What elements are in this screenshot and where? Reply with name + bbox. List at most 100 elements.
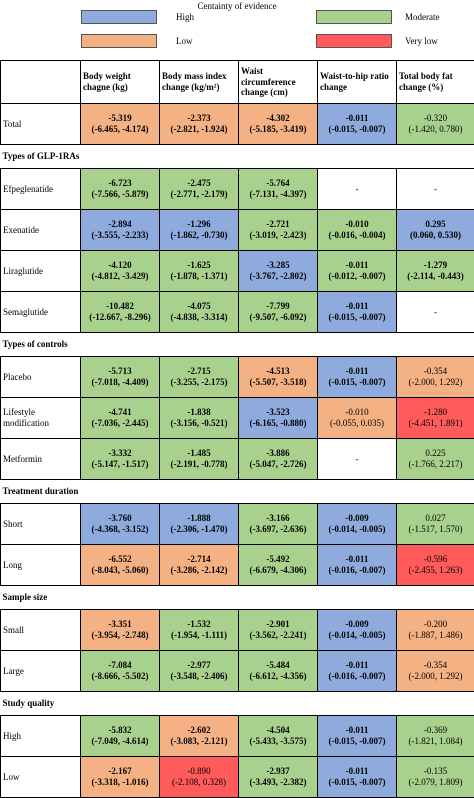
estimate-cell: -0.011(-0.015, -0.007) (318, 292, 397, 333)
point-estimate: -3.760 (81, 513, 159, 524)
estimate-cell: -4.120(-4.812, -3.429) (81, 251, 160, 292)
point-estimate: -3.285 (239, 260, 317, 271)
row-label: Small (1, 610, 81, 651)
confidence-interval: (-8.043, -5.060) (81, 565, 159, 576)
estimate-cell: -5.764(-7.131, -4.397) (239, 169, 318, 210)
estimate-cell: -3.332(-5.147, -1.517) (81, 439, 160, 480)
confidence-interval: (-4.838, -3.314) (160, 312, 238, 323)
confidence-interval: (-3.548, -2.406) (160, 671, 238, 682)
estimate-cell: - (318, 169, 397, 210)
legend-label-very-low: Very low (405, 36, 438, 46)
point-estimate: -5.832 (81, 725, 159, 736)
confidence-interval: (-0.015, -0.007) (318, 124, 396, 135)
estimate-cell: -0.354(-2.000, 1.292) (397, 357, 474, 398)
confidence-interval: (-4.368, -3.152) (81, 524, 159, 535)
legend-label-moderate: Moderate (405, 12, 439, 22)
point-estimate: -1.838 (160, 407, 238, 418)
table-body: Total-5.319(-6.465, -4.174)-2.373(-2.821… (1, 104, 474, 798)
section-label: Treatment duration (1, 480, 474, 504)
estimate-cell: -3.760(-4.368, -3.152) (81, 504, 160, 545)
estimate-cell: -2.901(-3.562, -2.241) (239, 610, 318, 651)
point-estimate: -0.369 (397, 725, 474, 736)
estimate-cell: -5.492(-6.679, -4.306) (239, 545, 318, 586)
confidence-interval: (-5.433, -3.575) (239, 736, 317, 747)
table-row: Lifestyle modification-4.741(-7.036, -2.… (1, 398, 474, 439)
row-label: Liraglutide (1, 251, 81, 292)
point-estimate: -0.354 (397, 366, 474, 377)
confidence-interval: (-12.667, -8.296) (81, 312, 159, 323)
estimate-cell: -0.011(-0.015, -0.007) (318, 104, 397, 145)
estimate-cell: -2.714(-3.286, -2.142) (160, 545, 239, 586)
point-estimate: -0.011 (318, 660, 396, 671)
point-estimate: -3.351 (81, 619, 159, 630)
point-estimate: -2.475 (160, 178, 238, 189)
section-row: Treatment duration (1, 480, 474, 504)
row-label: Short (1, 504, 81, 545)
confidence-interval: (-1.862, -0.730) (160, 230, 238, 241)
confidence-interval: (-0.016, -0.007) (318, 565, 396, 576)
estimate-cell: -5.832(-7.049, -4.614) (81, 716, 160, 757)
estimate-cell: -0.010(-0.055, 0.035) (318, 398, 397, 439)
estimate-cell: -0.011(-0.016, -0.007) (318, 545, 397, 586)
estimate-cell: -2.602(-3.083, -2.121) (160, 716, 239, 757)
estimate-cell: -0.009(-0.014, -0.005) (318, 610, 397, 651)
estimate-cell: -1.532(-1.954, -1.111) (160, 610, 239, 651)
estimate-cell: -10.482(-12.667, -8.296) (81, 292, 160, 333)
header-cell: Waist-to-hip ratio change (318, 61, 397, 104)
confidence-interval: (-2.114, -0.443) (397, 271, 474, 282)
estimate-cell: -0.011(-0.015, -0.007) (318, 716, 397, 757)
row-label: Metformin (1, 439, 81, 480)
table-row: Low-2.167(-3.318, -1.016)-0.890(-2.108, … (1, 757, 474, 798)
estimate-cell: -1.485(-2.191, -0.778) (160, 439, 239, 480)
confidence-interval: (-1.420, 0.780) (397, 124, 474, 135)
point-estimate: -0.596 (397, 554, 474, 565)
point-estimate: -5.492 (239, 554, 317, 565)
section-row: Sample size (1, 586, 474, 610)
confidence-interval: (-3.493, -2.382) (239, 777, 317, 788)
point-estimate: -3.166 (239, 513, 317, 524)
point-estimate: - (318, 184, 396, 195)
estimate-cell: 0.225(-1.766, 2.217) (397, 439, 474, 480)
point-estimate: -2.937 (239, 766, 317, 777)
confidence-interval: (0.060, 0.530) (397, 230, 474, 241)
point-estimate: -1.280 (397, 407, 474, 418)
confidence-interval: (-7.049, -4.614) (81, 736, 159, 747)
estimate-cell: -1.296(-1.862, -0.730) (160, 210, 239, 251)
point-estimate: -4.075 (160, 301, 238, 312)
confidence-interval: (-4.451, 1.891) (397, 418, 474, 429)
confidence-interval: (-0.012, -0.007) (318, 271, 396, 282)
table-row: Total-5.319(-6.465, -4.174)-2.373(-2.821… (1, 104, 474, 145)
estimate-cell: -4.302(-5.185, -3.419) (239, 104, 318, 145)
estimate-cell: -5.713(-7.018, -4.409) (81, 357, 160, 398)
estimate-cell: -7.799(-9.507, -6.092) (239, 292, 318, 333)
confidence-interval: (-3.555, -2.233) (81, 230, 159, 241)
point-estimate: -4.120 (81, 260, 159, 271)
section-label: Types of GLP-1RAs (1, 145, 474, 169)
point-estimate: -7.084 (81, 660, 159, 671)
evidence-table: Body weight chagne (kg) Body mass index … (0, 60, 474, 798)
point-estimate: -0.011 (318, 260, 396, 271)
estimate-cell: -2.977(-3.548, -2.406) (160, 651, 239, 692)
point-estimate: -4.302 (239, 113, 317, 124)
confidence-interval: (-0.015, -0.007) (318, 777, 396, 788)
estimate-cell: -0.200(-1.887, 1.486) (397, 610, 474, 651)
row-label: Efpeglenatide (1, 169, 81, 210)
confidence-interval: (-8.666, -5.502) (81, 671, 159, 682)
confidence-interval: (-7.566, -5.879) (81, 189, 159, 200)
confidence-interval: (-7.131, -4.397) (239, 189, 317, 200)
estimate-cell: -3.351(-3.954, -2.748) (81, 610, 160, 651)
point-estimate: -2.901 (239, 619, 317, 630)
point-estimate: -5.484 (239, 660, 317, 671)
table-row: Efpeglenatide-6.723(-7.566, -5.879)-2.47… (1, 169, 474, 210)
header-cell: Total body fat change (%) (397, 61, 474, 104)
confidence-interval: (-5.147, -1.517) (81, 459, 159, 470)
point-estimate: -7.799 (239, 301, 317, 312)
point-estimate: -6.552 (81, 554, 159, 565)
header-cell: Body mass index change (kg/m²) (160, 61, 239, 104)
estimate-cell: -3.886(-5.047, -2.726) (239, 439, 318, 480)
estimate-cell: -4.741(-7.036, -2.445) (81, 398, 160, 439)
point-estimate: -0.010 (318, 219, 396, 230)
confidence-interval: (-2.306, -1.470) (160, 524, 238, 535)
row-label: Semaglutide (1, 292, 81, 333)
confidence-interval: (-7.036, -2.445) (81, 418, 159, 429)
